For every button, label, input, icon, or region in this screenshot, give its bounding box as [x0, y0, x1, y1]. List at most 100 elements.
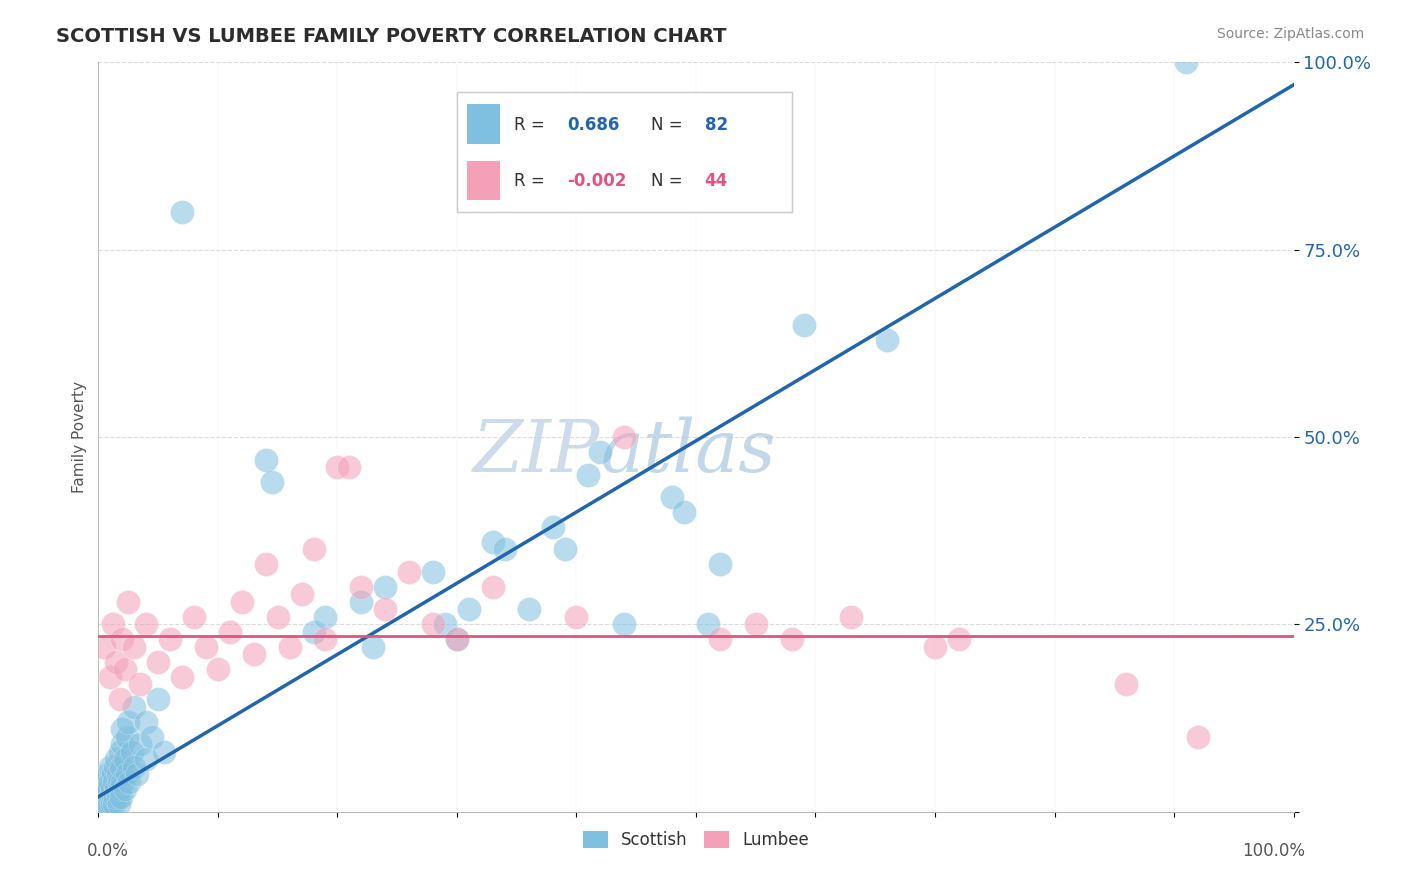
Text: atlas: atlas [600, 417, 776, 487]
Point [924, 640, 946, 654]
Point [103, 774, 125, 789]
Point [458, 602, 481, 616]
Point [135, 714, 157, 729]
Point [613, 617, 636, 632]
Point [207, 662, 229, 676]
Point [398, 565, 420, 579]
Point [422, 617, 444, 632]
Point [100, 797, 122, 812]
Point [554, 542, 576, 557]
Point [243, 648, 266, 662]
Point [93, 640, 115, 654]
Point [105, 655, 128, 669]
Point [841, 610, 863, 624]
Point [350, 580, 373, 594]
Point [115, 767, 138, 781]
Point [101, 767, 124, 781]
Point [107, 774, 129, 789]
Point [363, 640, 385, 654]
Point [661, 490, 683, 504]
Point [446, 632, 468, 647]
Text: 100.0%: 100.0% [1243, 842, 1306, 860]
Point [129, 737, 152, 751]
Point [793, 318, 815, 332]
Point [96, 782, 118, 797]
Point [124, 760, 146, 774]
Point [101, 789, 124, 804]
Point [291, 587, 314, 601]
Point [117, 595, 139, 609]
Point [91, 789, 114, 804]
Point [422, 565, 444, 579]
Point [94, 789, 117, 804]
Point [105, 752, 128, 766]
Point [326, 460, 349, 475]
Point [254, 452, 277, 467]
Point [278, 640, 301, 654]
Point [129, 677, 152, 691]
Point [697, 617, 720, 632]
Point [111, 632, 134, 647]
Point [446, 632, 468, 647]
Point [104, 789, 127, 804]
Point [517, 602, 540, 616]
Point [494, 542, 516, 557]
Point [98, 782, 121, 797]
Point [93, 797, 115, 812]
Point [118, 774, 141, 789]
Point [114, 782, 136, 797]
Point [108, 782, 131, 797]
Point [876, 333, 898, 347]
Point [104, 760, 127, 774]
Point [111, 723, 134, 737]
Point [172, 670, 194, 684]
Point [948, 632, 970, 647]
Point [159, 632, 181, 647]
Point [98, 797, 121, 812]
Point [1175, 55, 1198, 70]
Point [111, 774, 134, 789]
Point [125, 767, 148, 781]
Point [541, 520, 564, 534]
Point [302, 624, 325, 639]
Point [673, 505, 696, 519]
Point [374, 580, 396, 594]
Point [108, 745, 131, 759]
Point [183, 610, 205, 624]
Point [780, 632, 803, 647]
Point [124, 640, 146, 654]
Text: 0.0%: 0.0% [87, 842, 128, 860]
Point [374, 602, 396, 616]
Point [97, 767, 120, 781]
Point [315, 610, 337, 624]
Point [107, 789, 129, 804]
Point [434, 617, 457, 632]
Point [260, 475, 283, 489]
Point [254, 558, 277, 572]
Point [231, 595, 253, 609]
Point [350, 595, 373, 609]
Point [135, 752, 157, 766]
Point [709, 632, 731, 647]
Point [114, 662, 136, 676]
Point [114, 752, 136, 766]
Point [302, 542, 325, 557]
Point [315, 632, 337, 647]
Point [100, 782, 122, 797]
Point [110, 760, 132, 774]
Point [105, 782, 128, 797]
Point [339, 460, 361, 475]
Point [103, 797, 125, 812]
Point [97, 789, 120, 804]
Point [107, 797, 129, 812]
Point [267, 610, 290, 624]
Point [745, 617, 768, 632]
Point [94, 774, 117, 789]
Point [482, 535, 505, 549]
Point [589, 445, 612, 459]
Point [153, 745, 176, 759]
Point [98, 760, 122, 774]
Point [172, 205, 194, 219]
Point [141, 730, 163, 744]
Point [115, 730, 138, 744]
